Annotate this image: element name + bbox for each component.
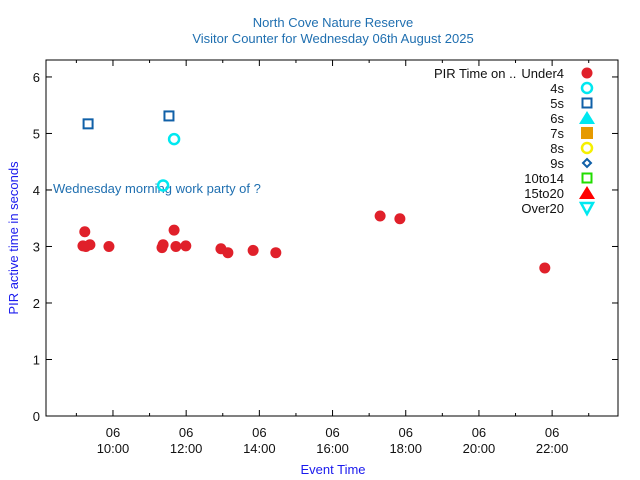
x-axis-label: Event Time xyxy=(300,462,365,477)
legend-label: 6s xyxy=(550,111,564,126)
x-tick-label-time: 18:00 xyxy=(389,441,422,456)
legend-label: 5s xyxy=(550,96,564,111)
data-point-under4 xyxy=(103,240,115,252)
data-point-under4 xyxy=(170,240,182,252)
legend-marker-8s xyxy=(580,141,594,155)
x-tick-label-day: 06 xyxy=(325,425,339,440)
x-tick-label-time: 20:00 xyxy=(463,441,496,456)
x-tick-label-time: 14:00 xyxy=(243,441,276,456)
legend-marker-10to14 xyxy=(581,172,593,184)
data-point-under4 xyxy=(222,247,234,259)
x-tick-label-time: 22:00 xyxy=(536,441,569,456)
y-tick-label: 1 xyxy=(33,352,40,367)
legend-marker-4s xyxy=(580,81,594,95)
data-point-under4 xyxy=(168,224,180,236)
legend-marker-6s xyxy=(579,111,595,124)
legend-marker-under4 xyxy=(581,67,593,79)
legend-label: 4s xyxy=(550,81,564,96)
x-tick-label-time: 16:00 xyxy=(316,441,349,456)
legend-label: Under4 xyxy=(521,66,564,81)
x-tick-label-day: 06 xyxy=(472,425,486,440)
plot-frame xyxy=(45,59,619,417)
y-axis-label: PIR active time in seconds xyxy=(6,161,21,315)
x-tick-label-time: 12:00 xyxy=(170,441,203,456)
legend-title: PIR Time on .. xyxy=(434,66,516,81)
data-point-under4 xyxy=(374,210,386,222)
y-tick-label: 6 xyxy=(33,70,40,85)
x-tick-label-day: 06 xyxy=(252,425,266,440)
x-tick-label-day: 06 xyxy=(399,425,413,440)
data-point-5s xyxy=(163,110,175,122)
legend-label: 8s xyxy=(550,141,564,156)
data-point-4s xyxy=(156,179,170,192)
data-point-5s xyxy=(82,118,94,130)
legend-label: Over20 xyxy=(521,201,564,216)
data-point-under4 xyxy=(270,247,282,259)
x-tick-label-day: 06 xyxy=(545,425,559,440)
data-point-under4 xyxy=(394,213,406,225)
chart-title: North Cove Nature Reserve xyxy=(253,15,413,30)
y-tick-label: 0 xyxy=(33,409,40,424)
legend-label: 15to20 xyxy=(524,186,564,201)
data-point-under4 xyxy=(247,244,259,256)
y-tick-label: 4 xyxy=(33,183,40,198)
y-tick-label: 2 xyxy=(33,296,40,311)
legend-label: 7s xyxy=(550,126,564,141)
annotation-text: Wednesday morning work party of ? xyxy=(53,181,261,196)
legend-marker-over20 xyxy=(578,201,596,217)
legend-marker-9s xyxy=(581,157,593,169)
legend-marker-15to20 xyxy=(579,186,595,199)
chart-subtitle: Visitor Counter for Wednesday 06th Augus… xyxy=(192,31,473,46)
legend-label: 9s xyxy=(550,156,564,171)
data-point-4s xyxy=(167,132,181,146)
data-point-under4 xyxy=(79,226,91,238)
y-tick-label: 5 xyxy=(33,126,40,141)
x-tick-label-time: 10:00 xyxy=(97,441,130,456)
data-point-under4 xyxy=(84,239,96,251)
x-tick-label-day: 06 xyxy=(106,425,120,440)
legend-marker-7s xyxy=(581,127,593,139)
data-point-under4 xyxy=(539,262,551,274)
legend-label: 10to14 xyxy=(524,171,564,186)
data-point-under4 xyxy=(180,240,192,252)
legend-marker-5s xyxy=(581,97,593,109)
x-tick-label-day: 06 xyxy=(179,425,193,440)
data-point-under4 xyxy=(157,239,169,251)
y-tick-label: 3 xyxy=(33,239,40,254)
